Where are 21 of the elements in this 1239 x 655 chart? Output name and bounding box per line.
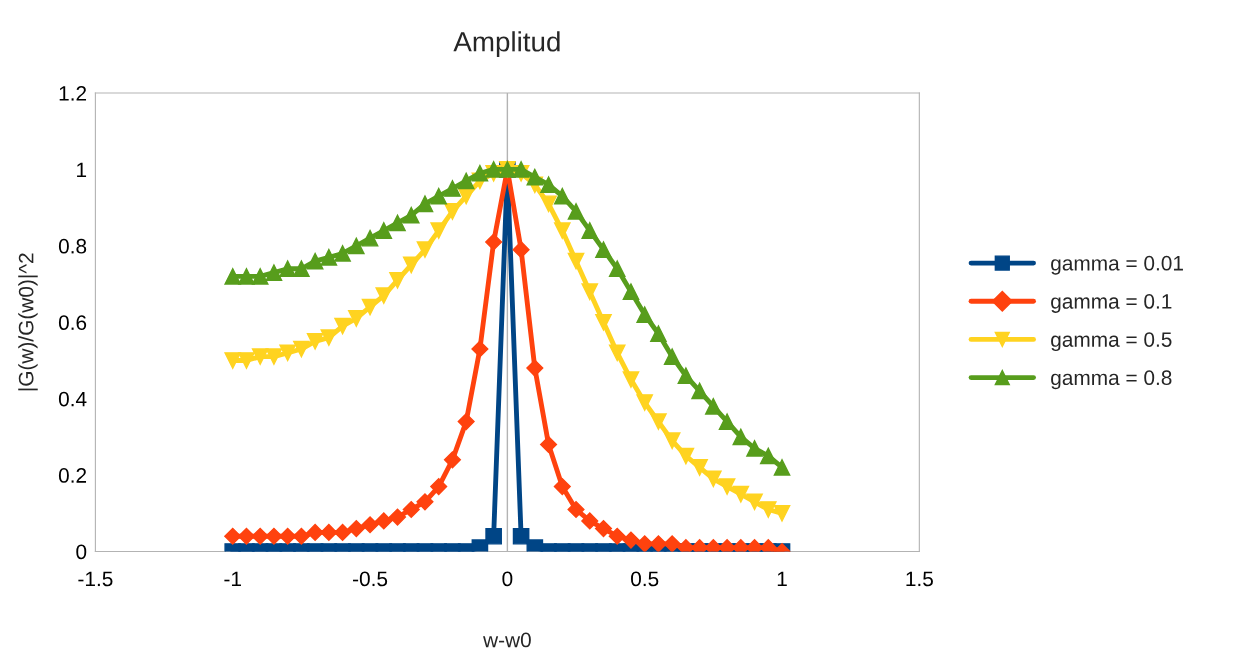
legend-label: gamma = 0.01 [1051,255,1183,275]
x-tick-label: 0 [502,571,513,587]
chart-title: Amplitud [453,31,560,58]
x-tick-label: 0.5 [631,571,659,587]
y-tick-label: 0.6 [58,315,87,331]
y-axis-title: |G(w)/G(w0)|^2 [18,253,38,391]
y-tick-label: 1 [77,162,87,177]
y-tick-label: 0.4 [58,391,87,407]
x-tick-label: -1.5 [78,571,113,587]
y-tick-label: 1.2 [59,86,87,101]
legend-label: gamma = 0.1 [1051,294,1172,313]
y-tick-label: 0 [76,544,87,560]
x-tick-label: 1 [777,571,787,587]
x-axis-title: w-w0 [483,632,531,648]
y-tick-label: 0.8 [58,238,87,254]
x-tick-label: -0.5 [353,571,388,587]
y-tick-label: 0.2 [58,468,87,483]
legend-label: gamma = 0.5 [1051,332,1172,352]
legend-label: gamma = 0.8 [1051,370,1172,390]
x-tick-label: -1 [224,571,241,587]
x-tick-label: 1.5 [906,571,933,587]
